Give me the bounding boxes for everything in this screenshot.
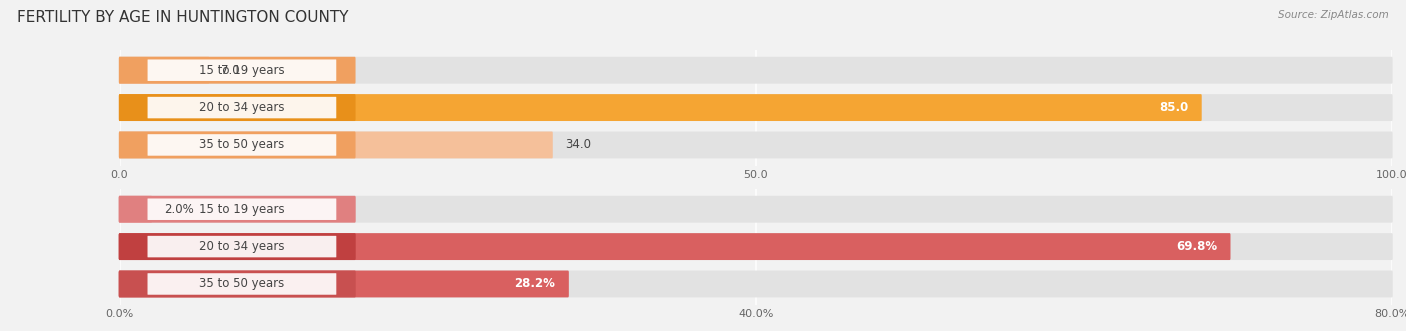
FancyBboxPatch shape — [120, 94, 356, 121]
FancyBboxPatch shape — [120, 131, 553, 159]
FancyBboxPatch shape — [118, 233, 1393, 260]
FancyBboxPatch shape — [118, 196, 356, 223]
Text: FERTILITY BY AGE IN HUNTINGTON COUNTY: FERTILITY BY AGE IN HUNTINGTON COUNTY — [17, 10, 349, 25]
Text: 35 to 50 years: 35 to 50 years — [200, 138, 284, 152]
FancyBboxPatch shape — [118, 233, 1230, 260]
Text: 35 to 50 years: 35 to 50 years — [200, 277, 284, 291]
Text: 85.0: 85.0 — [1159, 101, 1188, 114]
Text: 34.0: 34.0 — [565, 138, 591, 152]
FancyBboxPatch shape — [118, 270, 356, 298]
FancyBboxPatch shape — [148, 134, 336, 156]
Text: 7.0: 7.0 — [221, 64, 240, 77]
FancyBboxPatch shape — [148, 60, 336, 81]
Text: 69.8%: 69.8% — [1175, 240, 1218, 253]
FancyBboxPatch shape — [120, 94, 1202, 121]
FancyBboxPatch shape — [118, 270, 569, 298]
FancyBboxPatch shape — [118, 270, 1393, 298]
FancyBboxPatch shape — [120, 57, 209, 84]
FancyBboxPatch shape — [120, 131, 356, 159]
FancyBboxPatch shape — [120, 94, 1392, 121]
Text: 20 to 34 years: 20 to 34 years — [200, 101, 284, 114]
Text: 15 to 19 years: 15 to 19 years — [200, 203, 285, 216]
Text: 20 to 34 years: 20 to 34 years — [200, 240, 284, 253]
FancyBboxPatch shape — [148, 199, 336, 220]
FancyBboxPatch shape — [120, 57, 356, 84]
Text: 2.0%: 2.0% — [165, 203, 194, 216]
Text: 15 to 19 years: 15 to 19 years — [200, 64, 285, 77]
FancyBboxPatch shape — [148, 236, 336, 257]
Text: 28.2%: 28.2% — [515, 277, 555, 291]
FancyBboxPatch shape — [120, 131, 1392, 159]
FancyBboxPatch shape — [118, 196, 1393, 223]
FancyBboxPatch shape — [148, 273, 336, 295]
FancyBboxPatch shape — [120, 57, 1392, 84]
FancyBboxPatch shape — [118, 196, 152, 223]
FancyBboxPatch shape — [148, 97, 336, 118]
FancyBboxPatch shape — [118, 233, 356, 260]
Text: Source: ZipAtlas.com: Source: ZipAtlas.com — [1278, 10, 1389, 20]
